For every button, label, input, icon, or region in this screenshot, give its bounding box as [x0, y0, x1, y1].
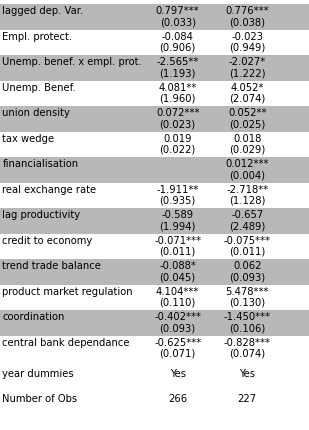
- Text: -0.023: -0.023: [231, 32, 263, 42]
- Text: (0.022): (0.022): [159, 145, 196, 155]
- Text: 5.478***: 5.478***: [226, 287, 269, 297]
- Text: (1.193): (1.193): [159, 68, 196, 78]
- Text: -0.828***: -0.828***: [224, 338, 271, 347]
- Text: (0.110): (0.110): [159, 298, 196, 308]
- Text: 0.019: 0.019: [163, 134, 192, 144]
- Bar: [0, 157, 309, 182]
- Text: 227: 227: [238, 394, 257, 404]
- Bar: [0, 106, 309, 132]
- Text: (0.935): (0.935): [159, 196, 196, 206]
- Text: (1.128): (1.128): [229, 196, 265, 206]
- Text: 4.081**: 4.081**: [159, 83, 197, 92]
- Text: (0.025): (0.025): [229, 120, 265, 129]
- Text: trend trade balance: trend trade balance: [2, 261, 101, 271]
- Text: (0.004): (0.004): [229, 170, 265, 180]
- Text: (0.074): (0.074): [229, 349, 265, 359]
- Text: (0.106): (0.106): [229, 323, 265, 333]
- Text: (0.093): (0.093): [229, 272, 265, 283]
- Bar: [0, 55, 309, 80]
- Bar: [0, 310, 309, 335]
- Text: -2.565**: -2.565**: [156, 57, 199, 67]
- Text: (0.071): (0.071): [159, 349, 196, 359]
- Text: lagged dep. Var.: lagged dep. Var.: [2, 6, 84, 16]
- Text: (1.960): (1.960): [159, 94, 196, 104]
- Text: 0.052**: 0.052**: [228, 108, 266, 118]
- Text: 0.062: 0.062: [233, 261, 261, 271]
- Text: 0.776***: 0.776***: [225, 6, 269, 16]
- Text: product market regulation: product market regulation: [2, 287, 133, 297]
- Text: year dummies: year dummies: [2, 369, 74, 379]
- Text: Yes: Yes: [239, 369, 255, 379]
- Text: (0.949): (0.949): [229, 43, 265, 53]
- Bar: [0, 259, 309, 285]
- Text: (0.029): (0.029): [229, 145, 265, 155]
- Text: union density: union density: [2, 108, 70, 118]
- Text: 266: 266: [168, 394, 187, 404]
- Text: Yes: Yes: [170, 369, 186, 379]
- Bar: [0, 208, 309, 233]
- Text: 4.052*: 4.052*: [231, 83, 264, 92]
- Text: 0.012***: 0.012***: [226, 159, 269, 169]
- Text: (0.906): (0.906): [159, 43, 196, 53]
- Text: coordination: coordination: [2, 312, 65, 322]
- Text: 0.072***: 0.072***: [156, 108, 199, 118]
- Text: financialisation: financialisation: [2, 159, 78, 169]
- Text: -1.450***: -1.450***: [224, 312, 271, 322]
- Text: credit to economy: credit to economy: [2, 236, 93, 246]
- Text: tax wedge: tax wedge: [2, 134, 55, 144]
- Text: -0.589: -0.589: [162, 210, 194, 220]
- Text: 4.104***: 4.104***: [156, 287, 199, 297]
- Text: (0.023): (0.023): [160, 120, 196, 129]
- Text: (2.074): (2.074): [229, 94, 265, 104]
- Text: (0.033): (0.033): [160, 17, 196, 28]
- Text: central bank dependance: central bank dependance: [2, 338, 130, 347]
- Text: Unemp. Benef.: Unemp. Benef.: [2, 83, 76, 92]
- Text: -0.625***: -0.625***: [154, 338, 201, 347]
- Text: (0.038): (0.038): [229, 17, 265, 28]
- Text: -0.088*: -0.088*: [159, 261, 196, 271]
- Text: real exchange rate: real exchange rate: [2, 184, 97, 195]
- Text: -0.075***: -0.075***: [224, 236, 271, 246]
- Text: -0.402***: -0.402***: [154, 312, 201, 322]
- Text: -0.084: -0.084: [162, 32, 194, 42]
- Text: (1.994): (1.994): [159, 221, 196, 231]
- Text: (0.130): (0.130): [229, 298, 265, 308]
- Text: -0.657: -0.657: [231, 210, 263, 220]
- Text: -1.911**: -1.911**: [156, 184, 199, 195]
- Text: (2.489): (2.489): [229, 221, 265, 231]
- Bar: [0, 4, 309, 30]
- Text: lag productivity: lag productivity: [2, 210, 81, 220]
- Text: -0.071***: -0.071***: [154, 236, 201, 246]
- Text: (1.222): (1.222): [229, 68, 265, 78]
- Text: 0.018: 0.018: [233, 134, 261, 144]
- Text: (0.011): (0.011): [229, 247, 265, 257]
- Text: Unemp. benef. x empl. prot.: Unemp. benef. x empl. prot.: [2, 57, 142, 67]
- Text: 0.797***: 0.797***: [156, 6, 200, 16]
- Text: (0.093): (0.093): [160, 323, 196, 333]
- Text: -2.718**: -2.718**: [226, 184, 268, 195]
- Text: Number of Obs: Number of Obs: [2, 394, 78, 404]
- Text: (0.045): (0.045): [160, 272, 196, 283]
- Text: Empl. protect.: Empl. protect.: [2, 32, 73, 42]
- Text: (0.011): (0.011): [159, 247, 196, 257]
- Text: -2.027*: -2.027*: [229, 57, 266, 67]
